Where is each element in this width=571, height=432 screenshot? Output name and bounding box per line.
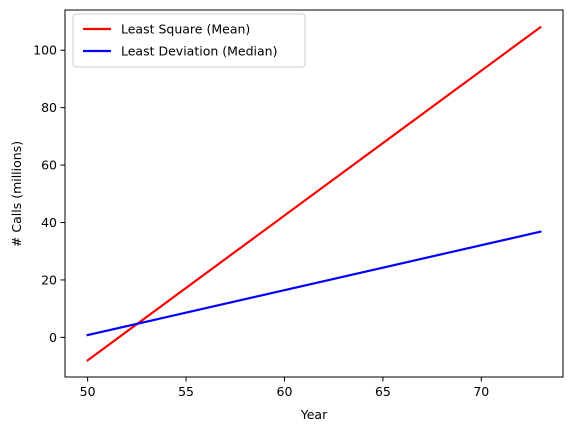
- plot-frame: [64, 9, 564, 378]
- x-axis-title: Year: [300, 407, 328, 422]
- legend-label-1: Least Square (Mean): [121, 22, 250, 37]
- legend: Least Square (Mean) Least Deviation (Medi…: [72, 13, 306, 68]
- y-tick-label: 100: [33, 43, 57, 58]
- y-tick-label: 60: [41, 158, 57, 173]
- x-tick-label: 65: [375, 384, 391, 399]
- legend-box: [72, 13, 306, 68]
- y-tick-label: 80: [41, 100, 57, 115]
- series-layer: [86, 25, 542, 362]
- series-line-2: [86, 230, 542, 337]
- legend-label-2: Least Deviation (Median): [121, 44, 277, 59]
- axes-layer: [64, 9, 564, 378]
- x-tick-label: 70: [473, 384, 489, 399]
- series-line-1: [86, 25, 542, 362]
- y-tick-label: 0: [49, 330, 57, 345]
- y-tick-label: 20: [41, 272, 57, 287]
- y-axis-title: # Calls (millions): [9, 141, 24, 247]
- x-tick-label: 60: [277, 384, 293, 399]
- ticks-layer: 50 55 60 65 70 0 20 40 60 80 100: [33, 43, 489, 399]
- x-tick-label: 55: [178, 384, 194, 399]
- x-tick-label: 50: [80, 384, 96, 399]
- y-tick-label: 40: [41, 215, 57, 230]
